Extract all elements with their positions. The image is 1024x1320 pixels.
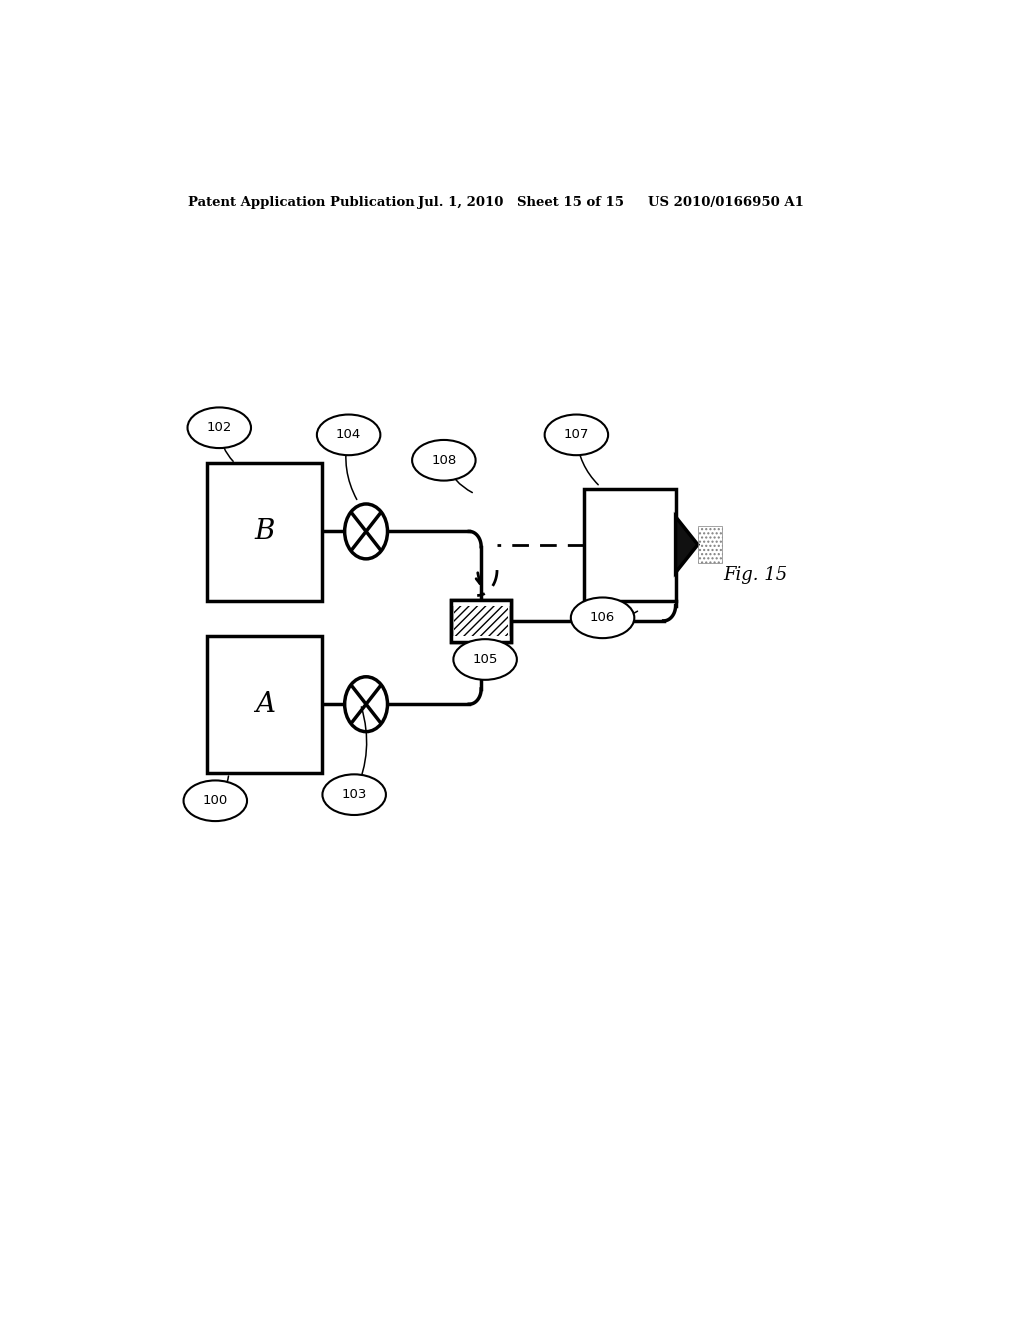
Circle shape [345, 504, 387, 558]
Text: Patent Application Publication: Patent Application Publication [187, 195, 415, 209]
Ellipse shape [183, 780, 247, 821]
Bar [207, 463, 323, 601]
Text: 108: 108 [431, 454, 457, 467]
Text: 107: 107 [563, 429, 589, 441]
Text: 100: 100 [203, 795, 228, 808]
Circle shape [345, 677, 387, 731]
Text: 105: 105 [472, 653, 498, 667]
Text: 106: 106 [590, 611, 615, 624]
Bar [585, 488, 676, 601]
Ellipse shape [316, 414, 380, 455]
Ellipse shape [454, 639, 517, 680]
Bar [452, 599, 511, 606]
Bar [455, 599, 508, 643]
Text: US 2010/0166950 A1: US 2010/0166950 A1 [648, 195, 804, 209]
Ellipse shape [412, 440, 475, 480]
Ellipse shape [545, 414, 608, 455]
Text: Fig. 15: Fig. 15 [723, 566, 787, 585]
Text: Sheet 15 of 15: Sheet 15 of 15 [517, 195, 624, 209]
Bar [452, 599, 511, 643]
Ellipse shape [323, 775, 386, 814]
Text: 103: 103 [341, 788, 367, 801]
Bar [697, 527, 722, 562]
Text: B: B [255, 519, 275, 545]
Ellipse shape [187, 408, 251, 447]
Bar [207, 636, 323, 774]
Text: 104: 104 [336, 429, 361, 441]
Text: A: A [255, 692, 274, 718]
Ellipse shape [570, 598, 634, 638]
Text: Jul. 1, 2010: Jul. 1, 2010 [418, 195, 503, 209]
Polygon shape [676, 516, 697, 573]
Text: 102: 102 [207, 421, 232, 434]
Bar [452, 636, 511, 643]
Bar [452, 599, 511, 643]
